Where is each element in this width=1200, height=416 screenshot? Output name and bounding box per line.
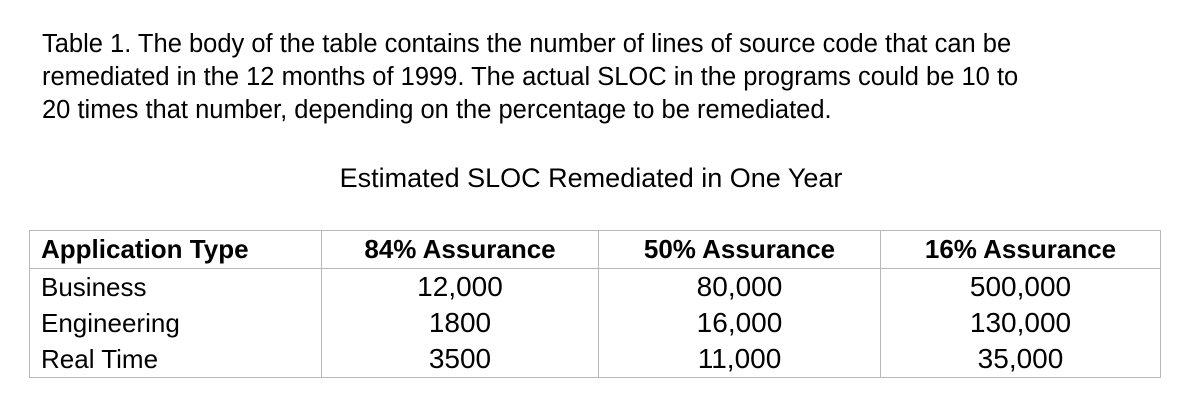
table-caption: Table 1. The body of the table contains … (42, 28, 1162, 127)
header-application-type: Application Type (29, 230, 322, 269)
table-header: Application Type 84% Assurance 50% Assur… (29, 230, 1161, 269)
cell-84-assurance: 3500 (321, 341, 599, 378)
cell-84-assurance: 12,000 (321, 268, 599, 305)
table-body: Business 12,000 80,000 500,000 Engineeri… (29, 268, 1161, 378)
table-row: Business 12,000 80,000 500,000 (29, 268, 1161, 305)
cell-50-assurance: 11,000 (598, 341, 881, 378)
header-row: Application Type 84% Assurance 50% Assur… (29, 230, 1161, 269)
cell-50-assurance: 80,000 (598, 268, 881, 305)
caption-line-1: Table 1. The body of the table contains … (42, 30, 1012, 58)
header-84-assurance: 84% Assurance (321, 230, 599, 269)
cell-50-assurance: 16,000 (598, 305, 881, 341)
header-50-assurance: 50% Assurance (598, 230, 881, 269)
sloc-table: Application Type 84% Assurance 50% Assur… (29, 230, 1161, 378)
cell-application-type: Business (29, 268, 322, 305)
table-row: Engineering 1800 16,000 130,000 (29, 305, 1161, 341)
cell-application-type: Engineering (29, 305, 322, 341)
table-title: Estimated SLOC Remediated in One Year (0, 160, 1190, 196)
caption-line-3: 20 times that number, depending on the p… (42, 96, 832, 124)
cell-16-assurance: 130,000 (969, 307, 1072, 338)
table-row: Real Time 3500 11,000 35,000 (29, 341, 1161, 378)
cell-16-assurance: 35,000 (977, 343, 1064, 374)
table-title-text: Estimated SLOC Remediated in One Year (339, 163, 843, 193)
header-16-assurance: 16% Assurance (880, 230, 1161, 269)
caption-line-2: remediated in the 12 months of 1999. The… (42, 63, 1019, 91)
cell-84-assurance: 1800 (321, 305, 599, 341)
cell-16-assurance: 500,000 (969, 271, 1072, 302)
cell-application-type: Real Time (29, 341, 322, 378)
